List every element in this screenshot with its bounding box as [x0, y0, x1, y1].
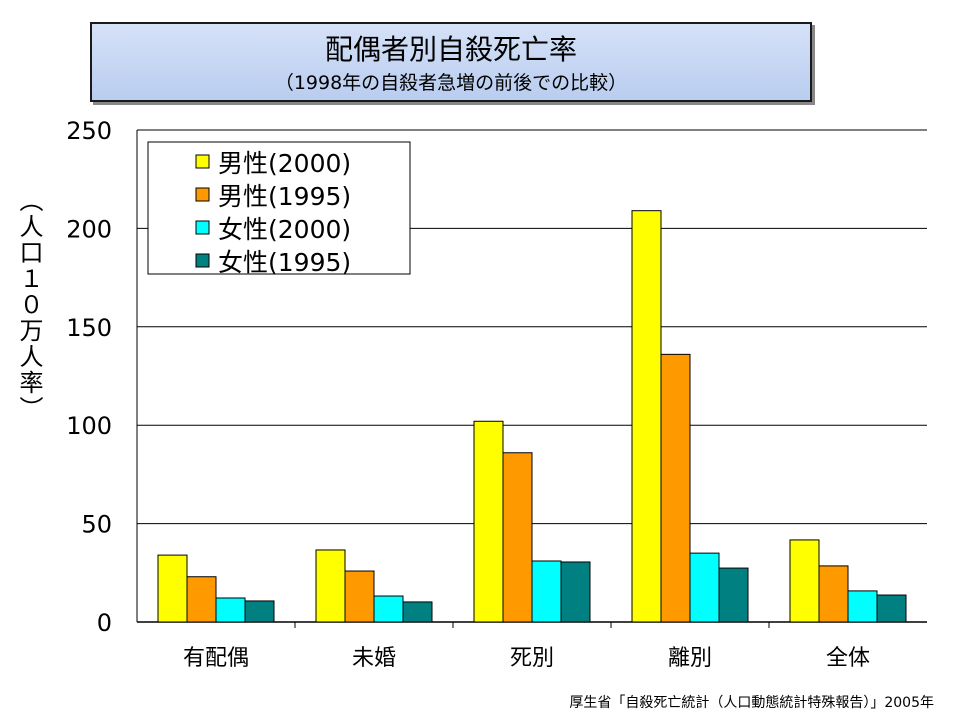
- legend-label: 女性(1995): [218, 248, 351, 277]
- legend-label: 女性(2000): [218, 215, 351, 244]
- bar: [344, 570, 375, 623]
- y-tick-label: 150: [66, 314, 112, 342]
- bar: [789, 539, 820, 623]
- y-tick-label: 0: [97, 609, 112, 637]
- bar: [244, 600, 275, 623]
- y-tick-label: 100: [66, 412, 112, 440]
- x-tick-label: 死別: [510, 646, 554, 671]
- bar: [531, 560, 562, 623]
- bar: [631, 210, 662, 623]
- bar: [847, 590, 878, 623]
- bar: [876, 594, 907, 623]
- y-tick-label: 50: [81, 511, 112, 539]
- bar: [502, 452, 533, 623]
- y-tick-label: 200: [66, 215, 112, 243]
- bar: [157, 554, 188, 623]
- legend-box: [147, 141, 411, 275]
- x-tick-label: 全体: [826, 646, 870, 671]
- bar: [718, 567, 749, 623]
- source-note: 厚生省「自殺死亡統計（人口動態統計特殊報告）」2005年: [569, 695, 934, 711]
- legend-swatch: [195, 220, 210, 235]
- bar: [373, 595, 404, 623]
- bar: [818, 565, 849, 623]
- bar: [660, 353, 691, 623]
- bar: [315, 549, 346, 623]
- y-tick-label: 250: [66, 117, 112, 145]
- x-tick-label: 離別: [668, 646, 712, 671]
- bar: [186, 576, 217, 623]
- legend-swatch: [195, 154, 210, 169]
- chart-title: 配偶者別自殺死亡率: [324, 33, 577, 66]
- legend-label: 男性(2000): [218, 149, 351, 178]
- legend-swatch: [195, 187, 210, 202]
- x-tick-label: 有配偶: [183, 646, 249, 671]
- legend-label: 男性(1995): [218, 182, 351, 211]
- y-axis-label: （人口１０万人率）: [15, 188, 43, 422]
- legend-swatch: [195, 253, 210, 268]
- bar: [473, 420, 504, 623]
- bar: [560, 561, 591, 623]
- x-tick-label: 未婚: [352, 646, 396, 671]
- bar: [215, 597, 246, 623]
- chart-subtitle: （1998年の自殺者急増の前後での比較）: [274, 72, 628, 94]
- bar: [402, 601, 433, 623]
- title-box: 配偶者別自殺死亡率 （1998年の自殺者急増の前後での比較）: [90, 22, 812, 102]
- bar: [689, 552, 720, 623]
